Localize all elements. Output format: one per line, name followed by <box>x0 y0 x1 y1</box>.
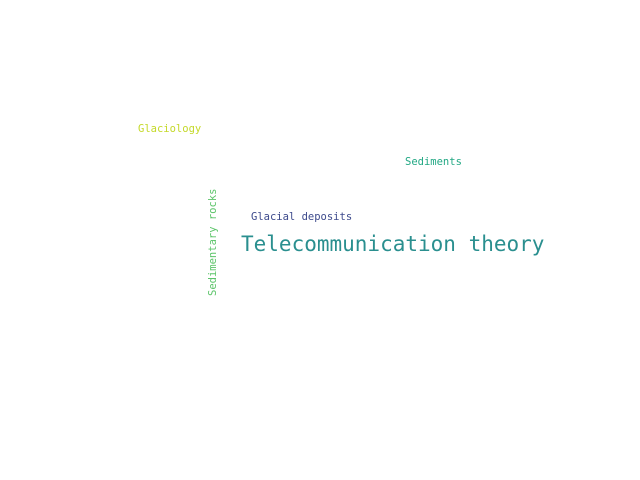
word-glacial-deposits: Glacial deposits <box>251 211 353 223</box>
word-telecommunication-theory: Telecommunication theory <box>241 232 545 256</box>
word-sediments: Sediments <box>405 156 462 168</box>
word-sedimentary-rocks: Sedimentary rocks <box>207 188 219 296</box>
word-glaciology: Glaciology <box>138 123 202 135</box>
